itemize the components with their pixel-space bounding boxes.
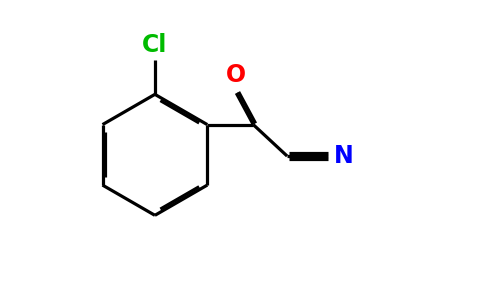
Text: N: N (334, 144, 354, 168)
Text: O: O (226, 63, 246, 87)
Text: Cl: Cl (142, 33, 167, 57)
